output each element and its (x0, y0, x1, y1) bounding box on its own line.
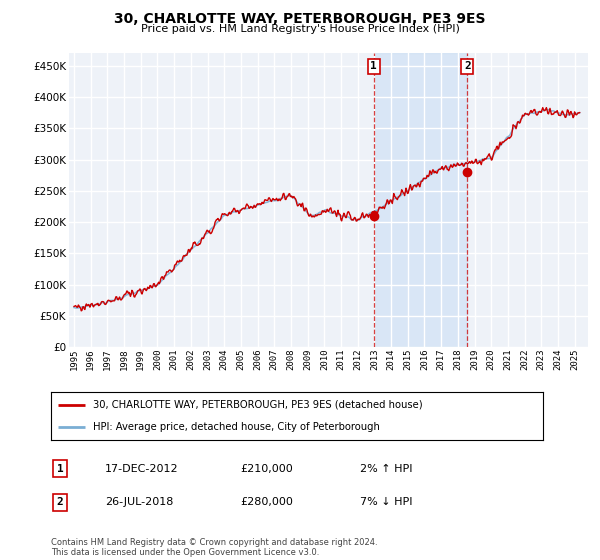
Text: 30, CHARLOTTE WAY, PETERBOROUGH, PE3 9ES: 30, CHARLOTTE WAY, PETERBOROUGH, PE3 9ES (114, 12, 486, 26)
Text: Price paid vs. HM Land Registry's House Price Index (HPI): Price paid vs. HM Land Registry's House … (140, 24, 460, 34)
Text: HPI: Average price, detached house, City of Peterborough: HPI: Average price, detached house, City… (93, 422, 380, 432)
Text: 1: 1 (56, 464, 64, 474)
Text: 2: 2 (56, 497, 64, 507)
Text: 7% ↓ HPI: 7% ↓ HPI (360, 497, 413, 507)
Text: 2: 2 (464, 62, 471, 72)
Text: Contains HM Land Registry data © Crown copyright and database right 2024.
This d: Contains HM Land Registry data © Crown c… (51, 538, 377, 557)
Text: £210,000: £210,000 (240, 464, 293, 474)
Text: 26-JUL-2018: 26-JUL-2018 (105, 497, 173, 507)
Text: 1: 1 (370, 62, 377, 72)
Text: 17-DEC-2012: 17-DEC-2012 (105, 464, 179, 474)
Text: £280,000: £280,000 (240, 497, 293, 507)
Bar (374, 53, 467, 347)
Text: 2% ↑ HPI: 2% ↑ HPI (360, 464, 413, 474)
Text: 30, CHARLOTTE WAY, PETERBOROUGH, PE3 9ES (detached house): 30, CHARLOTTE WAY, PETERBOROUGH, PE3 9ES… (93, 400, 422, 410)
